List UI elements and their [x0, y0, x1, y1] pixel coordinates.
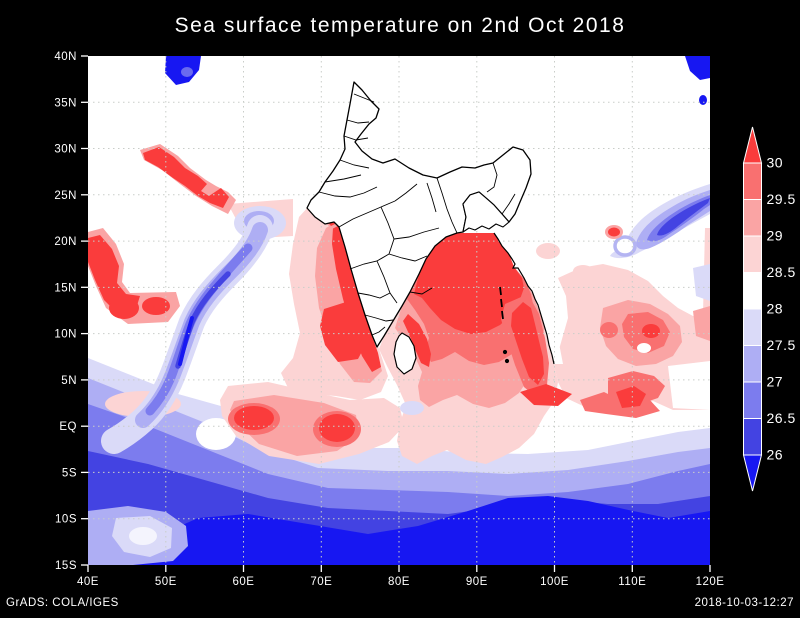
- lat-tick-label: 15S: [55, 560, 77, 572]
- sri-lanka-outline: [393, 332, 417, 375]
- lon-tick-label: 40E: [77, 576, 99, 588]
- myanmar-coastline: [493, 232, 555, 365]
- colorbar-label: 26.5: [767, 410, 796, 426]
- india-state-borders: [318, 93, 516, 336]
- colorbar-label: 28.5: [767, 264, 796, 280]
- lon-axis: [87, 565, 711, 572]
- colorbar-segment: [743, 235, 762, 273]
- lat-tick-label: 30N: [54, 144, 77, 156]
- lat-tick-label: 10S: [55, 514, 77, 526]
- lon-tick-label: 60E: [233, 576, 255, 588]
- lon-axis-labels: 40E 50E 60E 70E 80E 90E 100E 110E 120E: [77, 576, 724, 588]
- lat-tick-label: EQ: [59, 421, 77, 433]
- lon-tick-label: 90E: [466, 576, 488, 588]
- grads-credit: GrADS: COLA/IGES: [6, 597, 119, 609]
- lon-tick-label: 100E: [540, 576, 569, 588]
- colorbar-segment: [743, 199, 762, 237]
- page-title: Sea surface temperature on 2nd Oct 2018: [175, 14, 626, 37]
- colorbar-segment: [743, 308, 762, 346]
- lon-tick-label: 110E: [618, 576, 646, 588]
- lat-tick-label: 5N: [61, 375, 77, 387]
- colorbar-label: 26: [767, 447, 784, 463]
- colorbar-label: 27.5: [767, 337, 796, 353]
- colorbar-label: 30: [767, 155, 784, 171]
- colorbar-label: 27: [767, 374, 784, 390]
- colorbar-label: 28: [767, 301, 784, 317]
- lat-axis-labels: 40N 35N 30N 25N 20N 15N 10N 5N EQ 5S 10S…: [54, 51, 77, 572]
- colorbar: 30 29.5 29 28.5 28 27.5 27 26.5 26: [742, 126, 796, 492]
- lat-axis: [81, 55, 88, 566]
- lat-tick-label: 25N: [54, 190, 77, 202]
- colorbar-segment: [743, 272, 762, 310]
- lat-tick-label: 5S: [62, 467, 77, 479]
- lon-tick-label: 120E: [696, 576, 725, 588]
- colorbar-segment: [743, 345, 762, 383]
- lat-tick-label: 10N: [54, 329, 77, 341]
- lon-tick-label: 70E: [310, 576, 332, 588]
- lat-tick-label: 40N: [54, 51, 77, 63]
- andaman-islands: [499, 286, 510, 364]
- colorbar-arrow-bottom: [742, 454, 763, 492]
- bangladesh-outline: [462, 191, 510, 233]
- lat-tick-label: 35N: [54, 97, 77, 109]
- lon-tick-label: 80E: [388, 576, 410, 588]
- colorbar-label: 29: [767, 228, 784, 244]
- map-panel: [88, 56, 710, 565]
- colorbar-segment: [743, 162, 762, 200]
- lon-tick-label: 50E: [155, 576, 177, 588]
- colorbar-label: 29.5: [767, 191, 796, 207]
- lat-tick-label: 15N: [54, 282, 77, 294]
- colorbar-segment: [743, 381, 762, 419]
- land-outlines: [306, 81, 555, 375]
- colorbar-segment: [743, 418, 762, 456]
- lat-tick-label: 20N: [54, 236, 77, 248]
- colorbar-labels: 30 29.5 29 28.5 28 27.5 27 26.5 26: [767, 155, 796, 463]
- timestamp: 2018-10-03-12:27: [695, 597, 794, 609]
